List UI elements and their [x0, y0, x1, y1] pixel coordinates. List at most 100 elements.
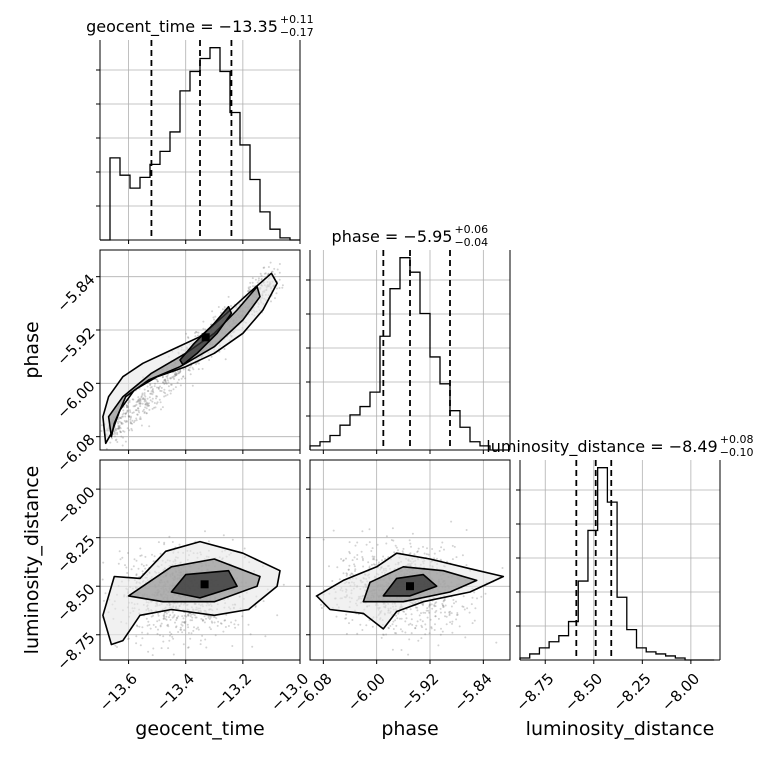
sample-point	[165, 382, 168, 385]
sample-point	[174, 621, 176, 624]
sample-point	[152, 560, 155, 563]
sample-point	[462, 595, 465, 598]
sample-point	[442, 604, 444, 607]
sample-point	[402, 547, 405, 550]
sample-point	[430, 603, 433, 606]
sample-point	[174, 386, 177, 389]
sample-point	[422, 611, 425, 614]
sample-point	[273, 273, 276, 276]
sample-point	[101, 578, 104, 581]
sample-point	[117, 422, 120, 425]
y-axis-label-luminosity_distance: luminosity_distance	[21, 466, 43, 655]
sample-point	[145, 403, 147, 406]
sample-point	[197, 626, 199, 629]
sample-point	[401, 550, 404, 553]
sample-point	[130, 415, 132, 418]
sample-point	[141, 631, 144, 634]
sample-point	[119, 431, 122, 434]
sample-point	[128, 409, 131, 412]
sample-point	[331, 580, 334, 582]
density-peak	[406, 582, 414, 591]
sample-point	[167, 610, 170, 613]
sample-point	[146, 403, 149, 405]
sample-point	[450, 605, 453, 608]
sample-point	[411, 623, 414, 626]
sample-point	[474, 607, 477, 610]
sample-point	[173, 373, 176, 375]
sample-point	[415, 624, 418, 627]
sample-point	[116, 420, 119, 423]
sample-point	[241, 615, 244, 618]
x-axis-label-geocent_time: geocent_time	[135, 718, 264, 740]
sample-point	[139, 402, 142, 405]
sample-point	[125, 412, 127, 415]
sample-point	[441, 630, 444, 633]
sample-point	[139, 554, 142, 557]
sample-point	[370, 563, 373, 566]
sample-point	[187, 368, 190, 371]
sample-point	[262, 600, 265, 603]
sample-point	[146, 403, 149, 406]
sample-point	[153, 406, 156, 409]
sample-point	[191, 366, 194, 369]
sample-point	[278, 287, 281, 289]
sample-point	[124, 440, 127, 443]
sample-point	[212, 615, 215, 618]
sample-point	[157, 612, 160, 615]
sample-point	[429, 618, 432, 621]
sample-point	[371, 625, 374, 628]
sample-point	[428, 605, 431, 608]
sample-point	[124, 412, 127, 415]
sample-point	[392, 539, 395, 542]
sample-point	[202, 320, 205, 323]
sample-point	[389, 625, 392, 627]
panel-title-phase: phase = −5.95	[332, 227, 453, 246]
sample-point	[115, 438, 118, 441]
sample-point	[237, 623, 240, 626]
sample-point	[143, 400, 146, 403]
sample-point	[335, 615, 338, 618]
sample-point	[179, 384, 182, 387]
sample-point	[120, 421, 123, 424]
sample-point	[431, 607, 434, 610]
sample-point	[468, 611, 471, 614]
sample-point	[356, 558, 359, 561]
y-tick-label: −6.08	[53, 430, 98, 475]
sample-point	[260, 278, 263, 280]
sample-point	[141, 626, 144, 629]
histogram-panel-geocent_time: geocent_time = −13.35 +0.11−0.17	[86, 13, 314, 244]
sample-point	[137, 399, 140, 402]
sample-point	[370, 550, 373, 552]
sample-point	[209, 615, 211, 618]
sample-point	[187, 613, 189, 616]
sample-point	[382, 633, 385, 636]
sample-point	[102, 561, 105, 564]
sample-point	[167, 381, 170, 384]
sample-point	[410, 618, 413, 621]
sample-point	[128, 429, 131, 432]
sample-point	[361, 557, 364, 560]
sample-point	[455, 600, 457, 603]
sample-point	[170, 377, 173, 380]
y-axis-label-phase: phase	[21, 321, 43, 378]
sample-point	[166, 379, 169, 382]
sample-point	[124, 564, 126, 567]
sample-point	[163, 379, 166, 382]
sample-point	[381, 559, 383, 562]
sample-point	[131, 419, 134, 422]
sample-point	[249, 286, 252, 288]
sample-point	[172, 388, 175, 391]
sample-point	[347, 568, 350, 571]
sample-point	[118, 420, 121, 423]
sample-point	[451, 631, 454, 634]
sample-point	[187, 336, 189, 339]
sample-point	[181, 631, 184, 634]
sample-point	[180, 377, 183, 380]
sample-point	[445, 623, 448, 626]
sample-point	[142, 397, 145, 400]
sample-point	[145, 412, 148, 415]
sample-point	[384, 558, 387, 560]
sample-point	[278, 263, 281, 265]
sample-point	[175, 619, 178, 621]
sample-point	[172, 637, 175, 640]
